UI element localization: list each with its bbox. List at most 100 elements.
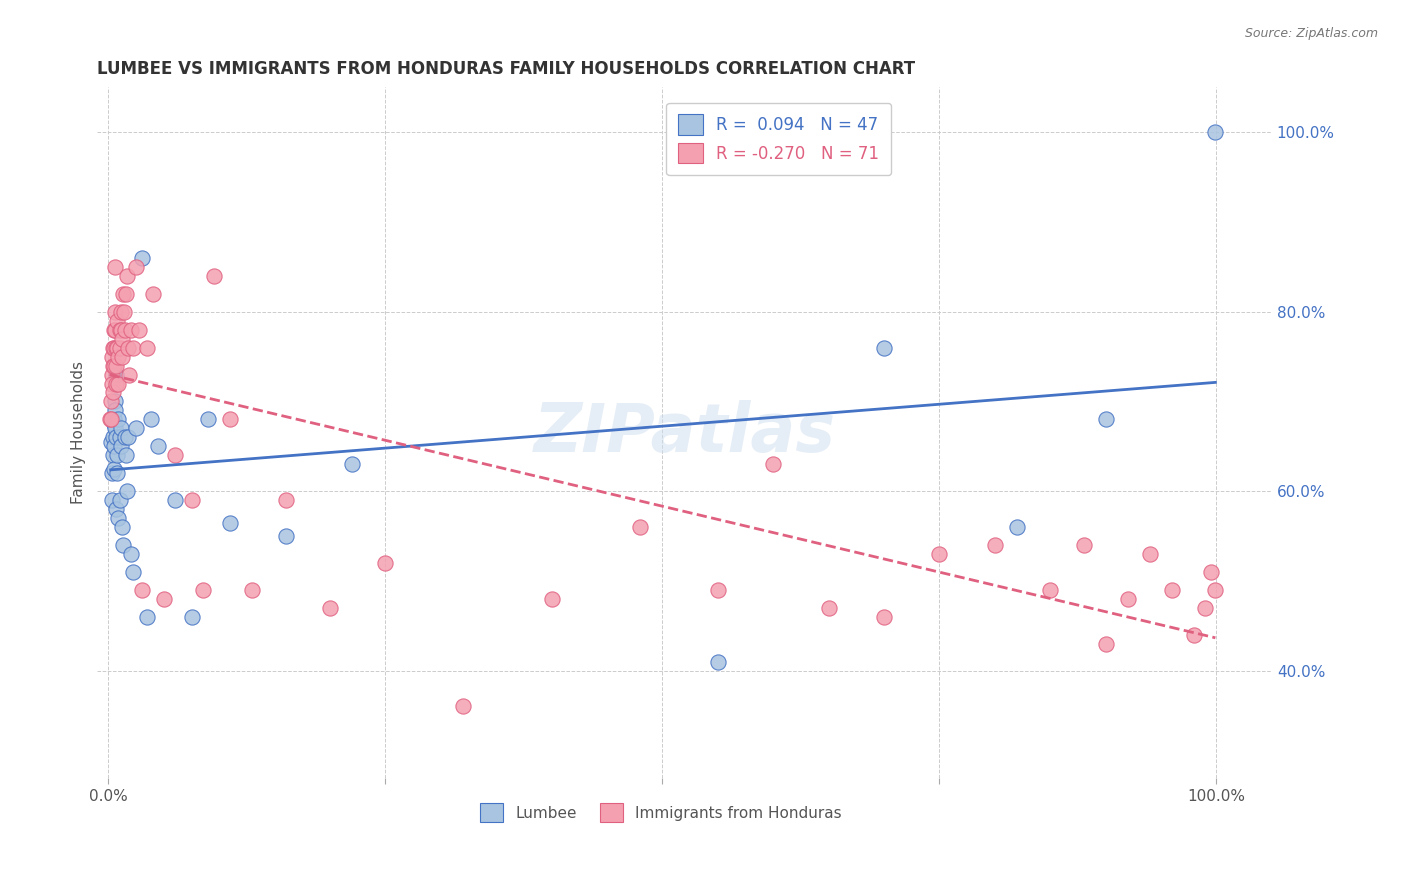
Point	[110, 439, 132, 453]
Point	[101, 359, 124, 373]
Point	[115, 448, 138, 462]
Point	[121, 565, 143, 579]
Point	[1194, 600, 1216, 615]
Point	[107, 350, 129, 364]
Point	[103, 461, 125, 475]
Point	[100, 394, 122, 409]
Point	[105, 368, 128, 382]
Point	[103, 412, 125, 426]
Point	[707, 582, 730, 597]
Point	[100, 493, 122, 508]
Point	[100, 434, 122, 449]
Point	[1094, 412, 1116, 426]
Point	[110, 304, 132, 318]
Point	[108, 341, 131, 355]
Point	[103, 341, 125, 355]
Point	[104, 260, 127, 274]
Point	[115, 286, 138, 301]
Point	[111, 286, 134, 301]
Point	[148, 439, 170, 453]
Point	[105, 376, 128, 391]
Point	[107, 412, 129, 426]
Point	[111, 520, 134, 534]
Point	[101, 341, 124, 355]
Point	[108, 493, 131, 508]
Point	[111, 538, 134, 552]
Point	[114, 430, 136, 444]
Point	[107, 376, 129, 391]
Point	[125, 260, 148, 274]
Legend: Lumbee, Immigrants from Honduras: Lumbee, Immigrants from Honduras	[470, 793, 852, 833]
Point	[101, 448, 124, 462]
Point	[108, 430, 131, 444]
Point	[1204, 582, 1226, 597]
Point	[125, 421, 148, 435]
Point	[319, 600, 342, 615]
Point	[274, 493, 297, 508]
Point	[1116, 591, 1139, 606]
Point	[1005, 520, 1028, 534]
Point	[242, 582, 264, 597]
Text: Source: ZipAtlas.com: Source: ZipAtlas.com	[1244, 27, 1378, 40]
Point	[153, 591, 176, 606]
Point	[100, 467, 122, 481]
Point	[105, 314, 128, 328]
Point	[136, 341, 159, 355]
Point	[219, 412, 242, 426]
Point	[111, 350, 134, 364]
Point	[101, 385, 124, 400]
Point	[131, 251, 153, 265]
Point	[128, 323, 150, 337]
Point	[180, 609, 202, 624]
Point	[984, 538, 1007, 552]
Point	[1182, 628, 1205, 642]
Point	[105, 341, 128, 355]
Text: ZIPatlas: ZIPatlas	[534, 400, 835, 466]
Point	[873, 609, 896, 624]
Point	[105, 467, 128, 481]
Point	[120, 323, 142, 337]
Point	[110, 421, 132, 435]
Point	[374, 556, 396, 570]
Point	[219, 516, 242, 530]
Point	[100, 376, 122, 391]
Point	[105, 341, 128, 355]
Point	[117, 268, 139, 283]
Point	[762, 457, 785, 471]
Point	[104, 304, 127, 318]
Point	[100, 350, 122, 364]
Point	[628, 520, 651, 534]
Point	[103, 417, 125, 431]
Point	[112, 304, 135, 318]
Text: LUMBEE VS IMMIGRANTS FROM HONDURAS FAMILY HOUSEHOLDS CORRELATION CHART: LUMBEE VS IMMIGRANTS FROM HONDURAS FAMIL…	[97, 60, 915, 78]
Point	[180, 493, 202, 508]
Point	[873, 341, 896, 355]
Point	[540, 591, 562, 606]
Point	[928, 547, 950, 561]
Point	[105, 448, 128, 462]
Point	[104, 323, 127, 337]
Point	[191, 582, 214, 597]
Point	[1204, 125, 1226, 139]
Point	[101, 430, 124, 444]
Point	[707, 655, 730, 669]
Point	[1039, 582, 1062, 597]
Point	[117, 430, 139, 444]
Point	[118, 368, 141, 382]
Point	[108, 323, 131, 337]
Point	[120, 547, 142, 561]
Y-axis label: Family Households: Family Households	[72, 361, 86, 504]
Point	[163, 493, 186, 508]
Point	[111, 332, 134, 346]
Point	[136, 609, 159, 624]
Point	[274, 529, 297, 543]
Point	[139, 412, 162, 426]
Point	[103, 439, 125, 453]
Point	[1094, 637, 1116, 651]
Point	[131, 582, 153, 597]
Point	[103, 359, 125, 373]
Point	[202, 268, 225, 283]
Point	[104, 403, 127, 417]
Point	[100, 368, 122, 382]
Point	[100, 412, 122, 426]
